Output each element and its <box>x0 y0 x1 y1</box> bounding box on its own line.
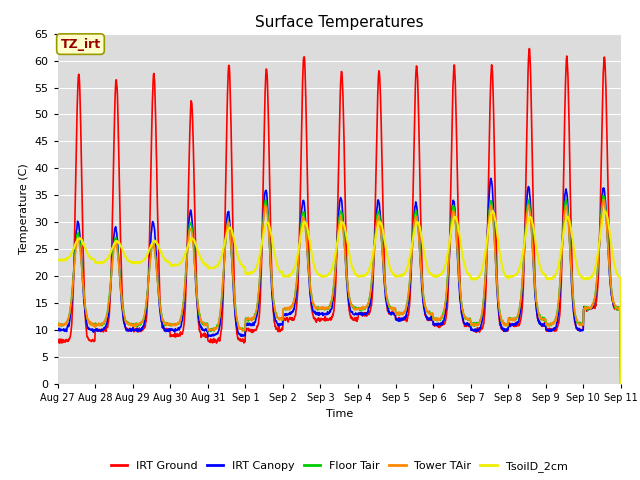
Tower TAir <box>600 196 607 202</box>
IRT Ground <box>500 327 508 333</box>
Floor Tair <box>500 320 508 326</box>
TsoilD_2cm <box>165 259 173 265</box>
Line: IRT Ground: IRT Ground <box>58 48 621 383</box>
IRT Canopy <box>165 326 173 332</box>
Floor Tair <box>54 322 61 327</box>
Line: TsoilD_2cm: TsoilD_2cm <box>58 211 621 384</box>
IRT Ground <box>550 327 558 333</box>
IRT Canopy <box>427 317 435 323</box>
Tower TAir <box>500 323 508 328</box>
Tower TAir <box>54 324 61 329</box>
Tower TAir <box>242 316 250 322</box>
Tower TAir <box>165 321 173 327</box>
IRT Canopy <box>54 325 61 331</box>
IRT Canopy <box>242 321 250 326</box>
TsoilD_2cm <box>179 257 187 263</box>
IRT Canopy <box>179 312 187 318</box>
TsoilD_2cm <box>427 271 435 276</box>
TsoilD_2cm <box>489 208 497 214</box>
IRT Canopy <box>617 381 625 386</box>
IRT Ground <box>242 328 250 334</box>
Floor Tair <box>165 323 173 328</box>
IRT Ground <box>427 315 435 321</box>
Tower TAir <box>617 380 625 386</box>
Floor Tair <box>242 315 250 321</box>
Line: IRT Canopy: IRT Canopy <box>58 179 621 384</box>
IRT Canopy <box>550 325 558 331</box>
Text: TZ_irt: TZ_irt <box>60 37 100 50</box>
TsoilD_2cm <box>242 271 250 277</box>
IRT Ground <box>54 336 61 342</box>
Floor Tair <box>617 382 625 387</box>
Tower TAir <box>550 319 557 325</box>
TsoilD_2cm <box>550 274 558 280</box>
Tower TAir <box>427 312 435 318</box>
Floor Tair <box>427 312 435 318</box>
Floor Tair <box>599 192 607 198</box>
IRT Ground <box>179 328 187 334</box>
IRT Ground <box>165 327 173 333</box>
TsoilD_2cm <box>54 257 61 263</box>
Line: Tower TAir: Tower TAir <box>58 199 621 383</box>
TsoilD_2cm <box>500 271 508 277</box>
Floor Tair <box>550 319 557 325</box>
IRT Canopy <box>487 176 495 181</box>
Y-axis label: Temperature (C): Temperature (C) <box>19 163 29 254</box>
Title: Surface Temperatures: Surface Temperatures <box>255 15 424 30</box>
X-axis label: Time: Time <box>326 408 353 419</box>
Tower TAir <box>179 304 187 310</box>
Legend: IRT Ground, IRT Canopy, Floor Tair, Tower TAir, TsoilD_2cm: IRT Ground, IRT Canopy, Floor Tair, Towe… <box>106 457 572 477</box>
Line: Floor Tair: Floor Tair <box>58 195 621 384</box>
TsoilD_2cm <box>617 381 625 387</box>
Floor Tair <box>179 305 187 311</box>
IRT Ground <box>617 380 625 386</box>
IRT Canopy <box>500 328 508 334</box>
IRT Ground <box>525 46 533 51</box>
